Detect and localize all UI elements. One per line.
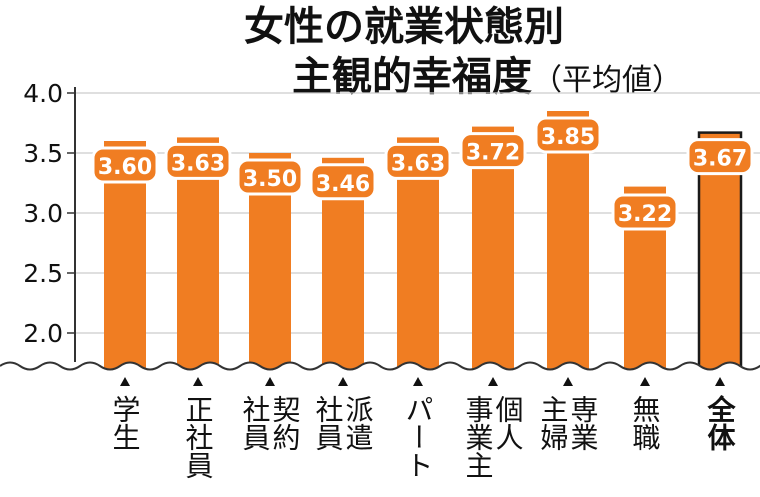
chart-title-line2-main: 主観的幸福度 — [292, 54, 532, 100]
data-label: 3.60 — [98, 155, 152, 180]
data-label: 3.63 — [171, 151, 225, 176]
category-label: 主婦 — [537, 395, 570, 451]
category-label: 社員 — [239, 395, 272, 451]
category-label: 派遣 — [342, 395, 375, 451]
category-label: パート — [402, 395, 435, 479]
y-axis: 4.0 3.5 3.0 2.5 2.0 — [23, 79, 76, 362]
bar — [547, 111, 589, 372]
category-label: 契約 — [269, 395, 302, 451]
category-label: 事業主 — [462, 395, 495, 479]
data-label: 3.85 — [541, 125, 595, 150]
chart-title: 女性の就業状態別 主観的幸福度（平均値） — [244, 4, 682, 100]
data-label-bg — [164, 142, 232, 180]
category-label: 無職 — [629, 395, 662, 451]
axis-break — [0, 361, 760, 380]
data-label-bg — [459, 132, 527, 170]
data-label-bg — [236, 158, 304, 196]
category-label: 正社員 — [182, 395, 215, 479]
category-marker — [413, 377, 423, 386]
bars: 3.60 3.63 3.50 3.46 3.63 3.72 3.85 3.22 3.67 — [91, 111, 754, 374]
chart-title-line1: 女性の就業状態別 — [244, 4, 564, 50]
category-label: 全体 — [704, 394, 737, 451]
y-tick-label: 2.0 — [23, 319, 63, 348]
data-label: 3.63 — [391, 151, 445, 176]
category-marker — [193, 377, 203, 386]
data-label-bg — [384, 142, 452, 180]
y-tick-label: 4.0 — [23, 79, 63, 108]
data-label: 3.50 — [243, 167, 297, 192]
chart-subtitle: （平均値） — [532, 63, 682, 98]
data-label: 3.46 — [316, 172, 370, 197]
category-label: 社員 — [312, 395, 345, 451]
data-label-bg — [686, 138, 754, 176]
category-label: 専業 — [567, 395, 600, 451]
data-label-bg — [309, 163, 377, 201]
category-marker — [338, 377, 348, 386]
data-label: 3.67 — [693, 147, 747, 172]
axis-break-line — [0, 361, 760, 371]
data-label: 3.22 — [618, 202, 672, 227]
axis-break-band — [0, 362, 760, 380]
data-label: 3.72 — [466, 141, 520, 166]
category-marker — [265, 377, 275, 386]
category-label: 個人 — [492, 395, 525, 451]
y-tick-label: 3.0 — [23, 199, 63, 228]
category-marker — [488, 377, 498, 386]
chart-title-line2: 主観的幸福度（平均値） — [292, 54, 682, 100]
category-marker — [640, 377, 650, 386]
data-label-bg — [611, 193, 679, 231]
category-marker — [563, 377, 573, 386]
data-label-bg — [534, 116, 602, 154]
y-tick-label: 3.5 — [23, 139, 63, 168]
y-tick-label: 2.5 — [23, 259, 63, 288]
category-label: 学生 — [109, 395, 142, 451]
data-label-bg — [91, 146, 159, 184]
category-marker — [715, 377, 725, 386]
category-marker — [120, 377, 130, 386]
